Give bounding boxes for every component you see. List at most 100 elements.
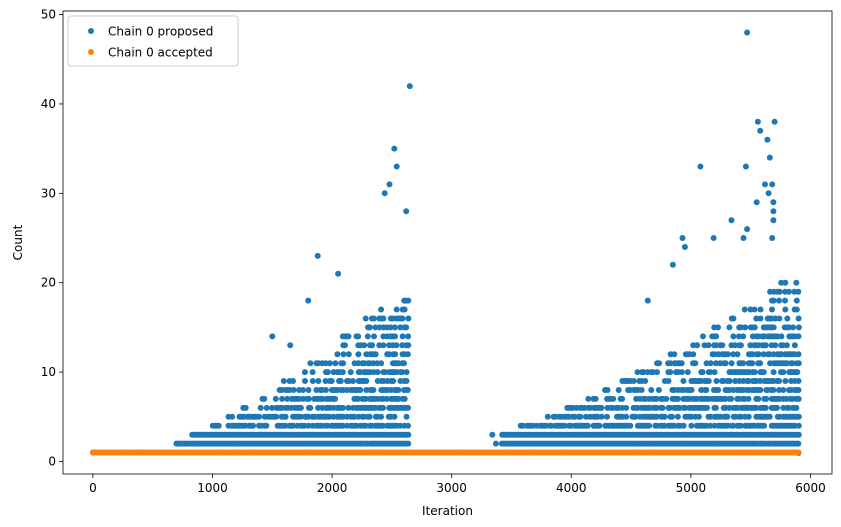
- proposed-point: [492, 440, 499, 447]
- proposed-point: [790, 324, 796, 331]
- proposed-point: [544, 413, 551, 420]
- proposed-point: [757, 306, 764, 313]
- proposed-point: [722, 395, 729, 402]
- proposed-point: [315, 378, 322, 384]
- proposed-point: [307, 404, 314, 411]
- proposed-point: [730, 315, 737, 322]
- proposed-point: [659, 404, 666, 411]
- proposed-point: [680, 378, 687, 384]
- proposed-point: [780, 387, 787, 393]
- proposed-point: [380, 342, 387, 349]
- proposed-point: [489, 431, 496, 438]
- proposed-point: [669, 261, 676, 268]
- proposed-point: [776, 288, 783, 295]
- proposed-point: [355, 333, 362, 340]
- proposed-point: [604, 413, 610, 420]
- proposed-point: [688, 413, 695, 420]
- proposed-point: [766, 154, 773, 161]
- proposed-point: [674, 395, 681, 402]
- proposed-point: [772, 315, 779, 322]
- proposed-point: [399, 369, 406, 376]
- proposed-point: [335, 270, 342, 277]
- proposed-point: [667, 369, 674, 376]
- proposed-point: [405, 297, 412, 304]
- proposed-point: [585, 395, 592, 402]
- y-axis-label: Count: [11, 224, 25, 260]
- proposed-point: [761, 422, 768, 429]
- y-tick-label: 10: [41, 365, 56, 379]
- proposed-point: [592, 395, 599, 402]
- proposed-point: [656, 360, 663, 367]
- proposed-point: [370, 387, 377, 393]
- proposed-point: [711, 369, 718, 376]
- proposed-point: [760, 369, 767, 376]
- proposed-point: [744, 226, 751, 233]
- x-axis-label: Iteration: [422, 504, 473, 518]
- proposed-point: [627, 387, 634, 393]
- proposed-point: [762, 342, 769, 349]
- proposed-point: [684, 369, 691, 376]
- proposed-point: [732, 378, 739, 384]
- x-tick-label: 0: [89, 481, 97, 495]
- proposed-point: [598, 413, 605, 420]
- proposed-point: [378, 306, 385, 313]
- proposed-point: [638, 387, 645, 393]
- proposed-point: [710, 235, 717, 241]
- proposed-point: [772, 342, 779, 349]
- proposed-point: [345, 333, 352, 340]
- proposed-point: [604, 387, 611, 393]
- proposed-point: [762, 181, 768, 188]
- proposed-point: [688, 422, 695, 429]
- proposed-point: [678, 360, 685, 367]
- x-tick-label: 6000: [795, 481, 826, 495]
- proposed-point: [357, 387, 364, 393]
- legend-box: [67, 15, 239, 67]
- proposed-point: [795, 378, 802, 384]
- proposed-point: [403, 208, 410, 215]
- proposed-point: [757, 387, 764, 393]
- proposed-point: [395, 395, 402, 402]
- proposed-point: [401, 306, 408, 313]
- proposed-point: [742, 163, 749, 170]
- proposed-point: [705, 378, 712, 384]
- proposed-point: [391, 413, 398, 420]
- proposed-point: [770, 324, 777, 331]
- proposed-point: [383, 395, 390, 402]
- proposed-point: [215, 422, 222, 429]
- proposed-point: [269, 333, 276, 340]
- proposed-point: [713, 342, 720, 349]
- proposed-point: [776, 387, 782, 393]
- proposed-point: [665, 378, 672, 384]
- proposed-point: [648, 387, 655, 393]
- proposed-point: [653, 413, 660, 420]
- proposed-point: [793, 297, 800, 304]
- proposed-point: [404, 387, 411, 393]
- proposed-point: [782, 279, 789, 286]
- proposed-point: [755, 351, 762, 358]
- proposed-point: [297, 404, 304, 411]
- proposed-point: [762, 404, 769, 411]
- proposed-point: [757, 360, 764, 367]
- proposed-point: [322, 387, 329, 393]
- legend-label-accepted: Chain 0 accepted: [108, 46, 213, 60]
- proposed-point: [765, 190, 772, 197]
- proposed-point: [392, 333, 398, 340]
- y-tick-label: 20: [41, 276, 56, 290]
- proposed-point: [769, 181, 776, 188]
- proposed-point: [728, 360, 735, 367]
- proposed-point: [326, 360, 333, 367]
- proposed-point: [405, 342, 412, 349]
- proposed-point: [663, 395, 670, 402]
- proposed-point: [707, 422, 714, 429]
- proposed-point: [722, 360, 729, 367]
- proposed-point: [340, 404, 346, 411]
- proposed-point: [751, 324, 758, 331]
- x-tick-label: 1000: [197, 481, 228, 495]
- proposed-point: [795, 360, 802, 367]
- proposed-point: [399, 333, 406, 340]
- proposed-point: [795, 395, 802, 402]
- proposed-point: [378, 360, 385, 367]
- proposed-point: [519, 422, 526, 429]
- proposed-point: [577, 413, 584, 420]
